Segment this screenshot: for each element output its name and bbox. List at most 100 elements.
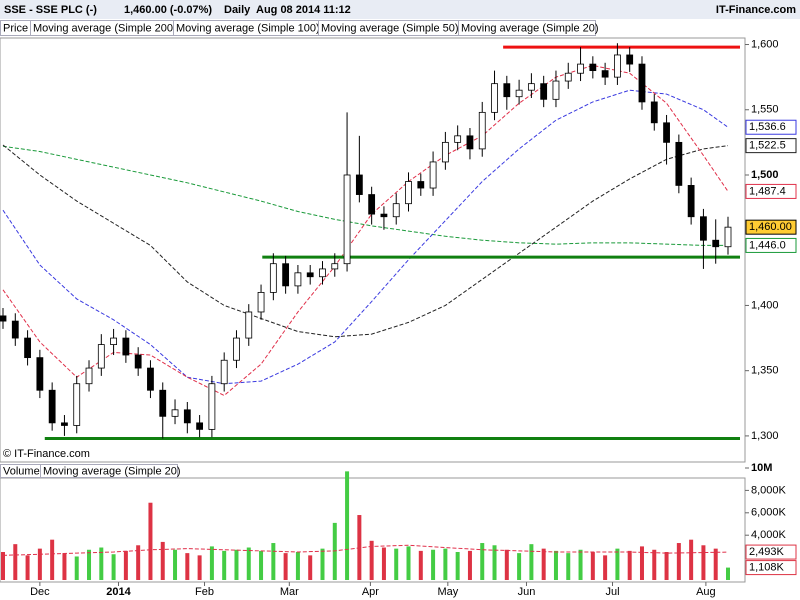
candle-body [478, 111, 486, 150]
volume-bar [37, 548, 42, 580]
volume-bar [295, 552, 300, 580]
legend-entry: Volume [3, 465, 40, 477]
volume-bar [148, 502, 153, 580]
candle-body [257, 291, 265, 313]
volume-bar [271, 543, 276, 580]
last-value-label: 1,522.5 [749, 140, 786, 152]
volume-bar [99, 547, 104, 580]
last-value-label: 1,460.00 [749, 221, 792, 233]
candle-body [97, 344, 105, 369]
interval: Daily [224, 4, 251, 16]
legend-entry: Moving average (Simple 50) [321, 22, 459, 34]
x-tick-label: Apr [362, 586, 379, 598]
volume-bar [332, 522, 337, 580]
volume-bar [197, 555, 202, 580]
volume-bar [1, 552, 5, 580]
y-tick-label: 1,350 [751, 365, 779, 377]
candle-body [208, 383, 216, 430]
x-tick-label: Aug [696, 586, 716, 598]
candle-body [48, 389, 56, 424]
volume-bar [283, 553, 288, 580]
volume-bar [467, 550, 472, 580]
candle-body [491, 83, 498, 113]
candle-body [134, 354, 142, 369]
candle-body [454, 135, 462, 143]
last-value-label: 1,108K [749, 561, 785, 573]
candle-body [663, 122, 670, 143]
last-value-label: 1,446.0 [749, 239, 786, 251]
volume-bar [406, 546, 411, 580]
volume-bar [136, 545, 141, 580]
volume-bar [111, 554, 116, 580]
last-value-box [745, 138, 797, 154]
candle-body [614, 54, 621, 78]
volume-bar [87, 549, 92, 580]
x-tick-label: May [437, 586, 458, 598]
volume-bar [123, 550, 128, 580]
volume-bar [566, 553, 571, 580]
candle-body [306, 272, 314, 278]
price-frame [0, 37, 746, 463]
last-value-box [745, 183, 797, 199]
volume-bar [234, 549, 239, 580]
y-tick-label: 1,300 [751, 430, 779, 442]
candle-body [233, 337, 240, 361]
candle-body [540, 83, 548, 100]
volume-bar [381, 547, 386, 580]
last-value-label: 2,493K [749, 546, 785, 558]
last-value-box [745, 119, 797, 135]
x-tick-label: Mar [280, 586, 299, 598]
candle-body [441, 141, 449, 163]
legend-entry: Moving average (Simple 200) [33, 22, 177, 34]
candle-body [503, 83, 511, 98]
candle-body [122, 337, 130, 356]
candle-body [626, 54, 634, 65]
volume-bar [603, 555, 608, 580]
candle-body [85, 367, 93, 385]
candle-body [159, 389, 167, 417]
quote: 1,460.00 (-0.07%) [124, 4, 212, 16]
legend-entry: Moving average (Simple 20) [461, 22, 599, 34]
y-tick-label: 1,500 [751, 169, 779, 181]
candle-body [319, 268, 326, 278]
y-tick-label: 8,000K [751, 484, 787, 496]
volume-bar [689, 539, 694, 580]
candle-body [183, 409, 191, 424]
candle-body [220, 359, 228, 385]
volume-bar [504, 549, 509, 580]
volume-bar [62, 553, 67, 580]
candle-body [700, 216, 707, 241]
y-tick-label: 1,600 [751, 38, 779, 50]
legend-cell [458, 20, 596, 36]
volume-bar [209, 546, 214, 580]
y-tick-label: 1,400 [751, 299, 779, 311]
y-tick-label: 4,000K [751, 529, 787, 541]
moving-average-line [2, 145, 728, 246]
volume-bar [369, 540, 374, 580]
volume-average-line [2, 544, 729, 556]
volume-bar [259, 550, 264, 580]
volume-bar [320, 548, 325, 580]
candle-body [282, 263, 290, 287]
candle-body [61, 422, 68, 426]
candle-body [601, 70, 609, 78]
volume-bar [664, 552, 669, 580]
candle-body [110, 337, 117, 345]
volume-bar [639, 546, 644, 580]
x-tick-label: Feb [195, 586, 214, 598]
candle-body [171, 409, 179, 417]
candle-body [564, 72, 572, 82]
candle-body [380, 213, 388, 218]
last-value-box [745, 237, 797, 253]
legend-entry: Moving average (Simple 100) [176, 22, 320, 34]
candle-body [724, 226, 732, 248]
volume-bar [50, 539, 55, 580]
candle-body [429, 161, 437, 189]
volume-bar [529, 544, 534, 580]
volume-bar [590, 552, 595, 580]
candle-body [343, 174, 351, 265]
last-value-label: 1,487.4 [749, 185, 786, 197]
volume-bar [74, 556, 79, 580]
candle-body [675, 141, 683, 186]
